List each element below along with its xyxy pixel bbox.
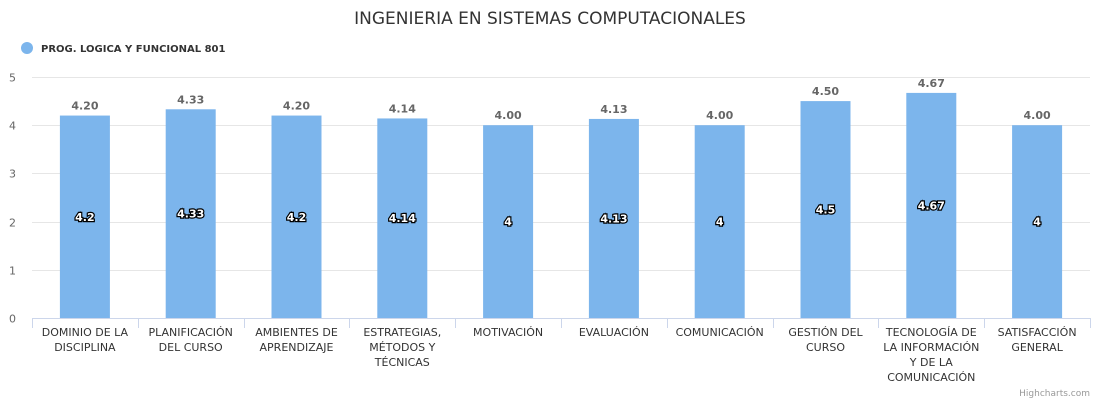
credits-link[interactable]: Highcharts.com [1019, 389, 1090, 399]
y-axis: 0 1 2 3 4 5 [9, 72, 16, 326]
bar[interactable] [906, 92, 957, 318]
legend-marker[interactable] [21, 42, 33, 54]
x-tick-label: TECNOLOGÍA DE LA INFORMACIÓN Y DE LA COMUNI… [883, 326, 979, 384]
x-tick-label-line: APRENDIZAJE [260, 341, 334, 354]
x-tick-label-line: TÉCNICAS [374, 356, 430, 369]
y-tick-label: 2 [9, 217, 16, 230]
y-tick-label: 0 [9, 313, 16, 326]
bar[interactable] [483, 125, 534, 318]
x-tick-label: PLANIFICACIÓN DEL CURSO [148, 326, 232, 354]
y-tick-label: 3 [9, 168, 16, 181]
chart-title: INGENIERIA EN SISTEMAS COMPUTACIONALES [354, 9, 746, 29]
bar-inner-label: 4.13 [600, 212, 627, 225]
x-tick-label: ESTRATEGIAS, MÉTODOS Y TÉCNICAS [363, 326, 441, 369]
x-tick-label-line: MÉTODOS Y [369, 341, 435, 354]
bar-top-label: 4.00 [1024, 109, 1051, 122]
y-tick-label: 4 [9, 120, 16, 133]
x-tick-label-line: DOMINIO DE LA [42, 326, 129, 339]
bar-top-label: 4.00 [495, 109, 522, 122]
x-tick-label: DOMINIO DE LA DISCIPLINA [42, 326, 129, 354]
bar-top-label: 4.50 [812, 85, 839, 98]
x-tick-label-line: TECNOLOGÍA DE [885, 326, 977, 339]
bar-inner-label: 4.33 [177, 208, 204, 221]
bar-inner-label: 4 [504, 216, 512, 229]
bar-inner-label: 4 [716, 216, 724, 229]
y-tick-label: 5 [9, 72, 16, 85]
x-tick-label-line: SATISFACCIÓN [998, 326, 1077, 339]
x-tick-label: AMBIENTES DE APRENDIZAJE [255, 326, 338, 354]
x-tick-label-line: Y DE LA [909, 356, 954, 369]
bar-top-label: 4.14 [389, 102, 416, 115]
x-tick-label-line: GENERAL [1011, 341, 1063, 354]
bar[interactable] [588, 118, 639, 319]
x-axis: DOMINIO DE LA DISCIPLINA PLANIFICACIÓN DEL … [32, 318, 1091, 384]
bar-inner-label: 4.2 [287, 211, 307, 224]
x-tick-label: COMUNICACIÓN [676, 326, 764, 339]
x-tick-label-line: AMBIENTES DE [255, 326, 338, 339]
bar-top-label: 4.00 [706, 109, 733, 122]
bar-top-label: 4.20 [283, 100, 310, 113]
y-tick-label: 1 [9, 265, 16, 278]
bar-inner-label: 4.14 [389, 212, 416, 225]
bar-top-label: 4.33 [177, 93, 204, 106]
x-tick-label: MOTIVACIÓN [473, 326, 543, 339]
bar[interactable] [800, 101, 851, 318]
x-tick-label-line: MOTIVACIÓN [473, 326, 543, 339]
bar[interactable] [694, 125, 745, 318]
bar-inner-label: 4.2 [75, 211, 95, 224]
x-tick-label-line: GESTIÓN DEL [788, 326, 863, 339]
x-tick-label-line: ESTRATEGIAS, [363, 326, 441, 339]
x-tick-label-line: PLANIFICACIÓN [148, 326, 232, 339]
x-tick-label-line: EVALUACIÓN [579, 326, 649, 339]
bar-top-label: 4.20 [71, 100, 98, 113]
x-tick-label-line: LA INFORMACIÓN [883, 341, 979, 354]
bar[interactable] [377, 118, 428, 319]
legend[interactable]: PROG. LOGICA Y FUNCIONAL 801 [21, 42, 226, 55]
bar-inner-label: 4.5 [816, 204, 836, 217]
bar[interactable] [1012, 125, 1063, 318]
x-tick-label-line: COMUNICACIÓN [676, 326, 764, 339]
legend-label[interactable]: PROG. LOGICA Y FUNCIONAL 801 [41, 44, 226, 55]
x-tick-label: GESTIÓN DEL CURSO [788, 326, 863, 354]
x-tick-label-line: COMUNICACIÓN [887, 371, 975, 384]
bar[interactable] [59, 115, 110, 318]
bar-top-label: 4.67 [918, 77, 945, 90]
x-tick-label-line: CURSO [806, 341, 845, 354]
x-tick-label: EVALUACIÓN [579, 326, 649, 339]
x-tick-label-line: DISCIPLINA [54, 341, 116, 354]
bar-inner-label: 4 [1033, 216, 1041, 229]
x-tick-label: SATISFACCIÓN GENERAL [998, 326, 1077, 354]
bar[interactable] [165, 109, 216, 318]
bar[interactable] [271, 115, 322, 318]
bars: 4.20 4.2 4.33 4.33 4.20 4.2 4.14 4.14 4.00 4 4.13 4… [59, 77, 1063, 319]
bar-top-label: 4.13 [600, 103, 627, 116]
x-tick-label-line: DEL CURSO [159, 341, 223, 354]
bar-inner-label: 4.67 [918, 199, 945, 212]
